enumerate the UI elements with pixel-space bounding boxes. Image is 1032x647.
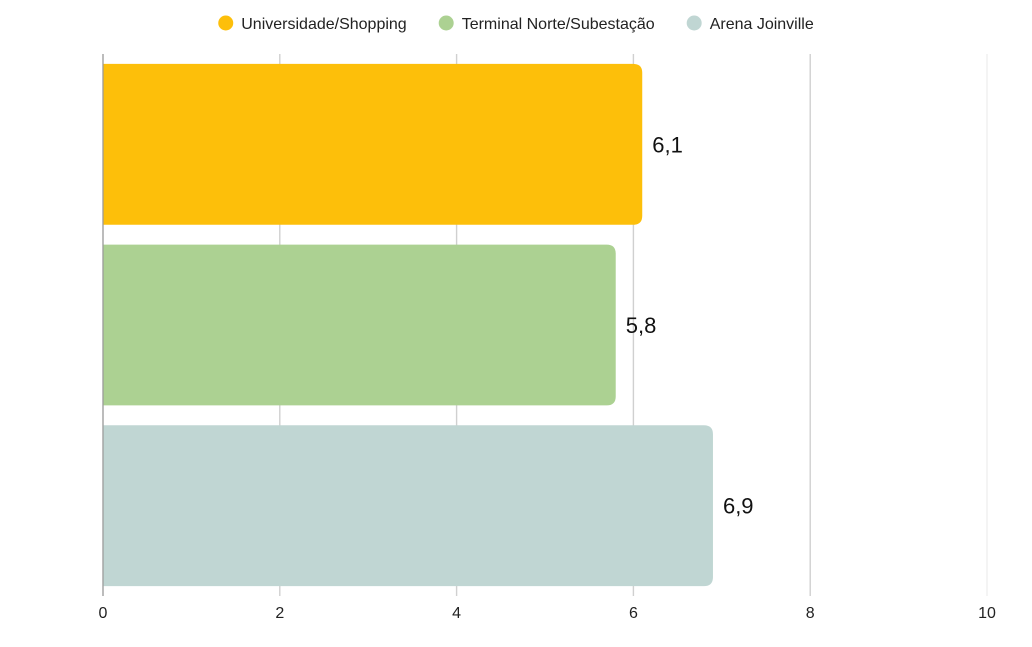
x-tick-label: 4 xyxy=(452,605,461,622)
legend-swatch xyxy=(686,15,702,31)
data-label: 6,1 xyxy=(652,132,683,157)
legend-swatch xyxy=(218,15,234,31)
x-tick-label: 8 xyxy=(806,605,815,622)
legend-label: Arena Joinville xyxy=(710,16,814,33)
legend-item[interactable]: Universidade/Shopping xyxy=(218,15,407,34)
bar-terminal-norte-subesta-o[interactable] xyxy=(103,244,616,406)
legend-label: Terminal Norte/Subestação xyxy=(462,16,655,33)
x-tick-label: 2 xyxy=(275,605,284,622)
x-tick-label: 10 xyxy=(978,605,996,622)
legend-swatch xyxy=(438,15,454,31)
x-tick-label: 0 xyxy=(99,605,108,622)
legend-label: Universidade/Shopping xyxy=(241,16,406,33)
legend: Universidade/Shopping Terminal Norte/Sube… xyxy=(218,15,814,34)
legend-item[interactable]: Terminal Norte/Subestação xyxy=(438,15,655,34)
x-axis: 0 2 4 6 8 10 xyxy=(99,54,996,622)
bars xyxy=(103,63,713,587)
legend-item[interactable]: Arena Joinville xyxy=(686,15,814,34)
data-label: 6,9 xyxy=(723,494,754,519)
x-tick-label: 6 xyxy=(629,605,638,622)
bar-universidade-shopping[interactable] xyxy=(103,63,643,225)
data-label: 5,8 xyxy=(626,313,657,338)
bar-arena-joinville[interactable] xyxy=(103,425,713,587)
data-labels: 6,1 5,8 6,9 xyxy=(626,132,754,518)
